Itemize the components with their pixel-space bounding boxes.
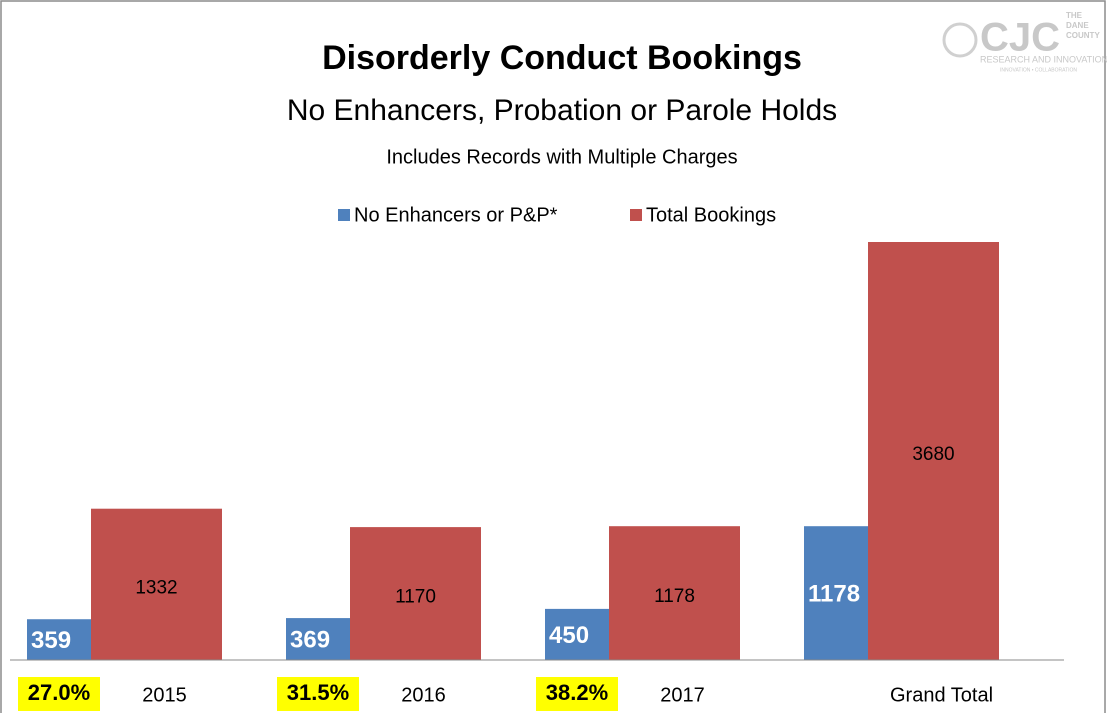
chart-subtitle: No Enhancers, Probation or Parole Holds xyxy=(287,94,837,127)
x-tick-label: 2017 xyxy=(660,684,705,706)
logo-team: RESEARCH AND INNOVATION TEAM xyxy=(980,54,1107,64)
value-label: 450 xyxy=(549,622,589,649)
logo-name: CJC xyxy=(980,16,1060,60)
legend-swatch xyxy=(630,209,642,221)
logo-text: THE xyxy=(1066,11,1083,20)
chart-note: Includes Records with Multiple Charges xyxy=(386,146,737,168)
x-tick-label: 2016 xyxy=(401,684,446,706)
logo-tagline: INNOVATION • COLLABORATION xyxy=(1000,67,1077,73)
value-label: 359 xyxy=(31,627,71,654)
percent-label: 38.2% xyxy=(546,680,608,705)
percent-highlight xyxy=(18,677,100,711)
bar xyxy=(804,526,868,660)
percent-label: 31.5% xyxy=(287,680,349,705)
bar xyxy=(27,619,91,660)
legend-label: Total Bookings xyxy=(646,204,776,226)
value-label: 1332 xyxy=(135,577,177,598)
value-label: 1178 xyxy=(654,586,695,607)
bar xyxy=(286,618,350,660)
percent-highlight xyxy=(277,677,359,711)
legend-swatch xyxy=(338,209,350,221)
bar xyxy=(545,608,609,660)
x-tick-label: 2015 xyxy=(142,684,187,706)
logo-bulb xyxy=(942,22,978,58)
value-label: 1178 xyxy=(808,580,860,607)
bar xyxy=(350,527,481,660)
logo: CJC THE DANE COUNTY RESEARCH AND INNOVAT… xyxy=(942,11,1107,73)
percent-label: 27.0% xyxy=(28,680,90,705)
value-label: 1170 xyxy=(395,587,436,608)
percent-highlight xyxy=(536,677,618,711)
bar xyxy=(609,526,740,660)
bar xyxy=(868,242,999,660)
logo-text: DANE xyxy=(1066,21,1089,30)
chart-title: Disorderly Conduct Bookings xyxy=(322,39,802,77)
value-label: 369 xyxy=(290,626,330,653)
value-label: 3680 xyxy=(912,444,954,465)
logo-text: COUNTY xyxy=(1066,31,1100,40)
bar xyxy=(91,508,222,660)
x-tick-label: Grand Total xyxy=(890,684,993,706)
legend-label: No Enhancers or P&P* xyxy=(354,204,558,226)
